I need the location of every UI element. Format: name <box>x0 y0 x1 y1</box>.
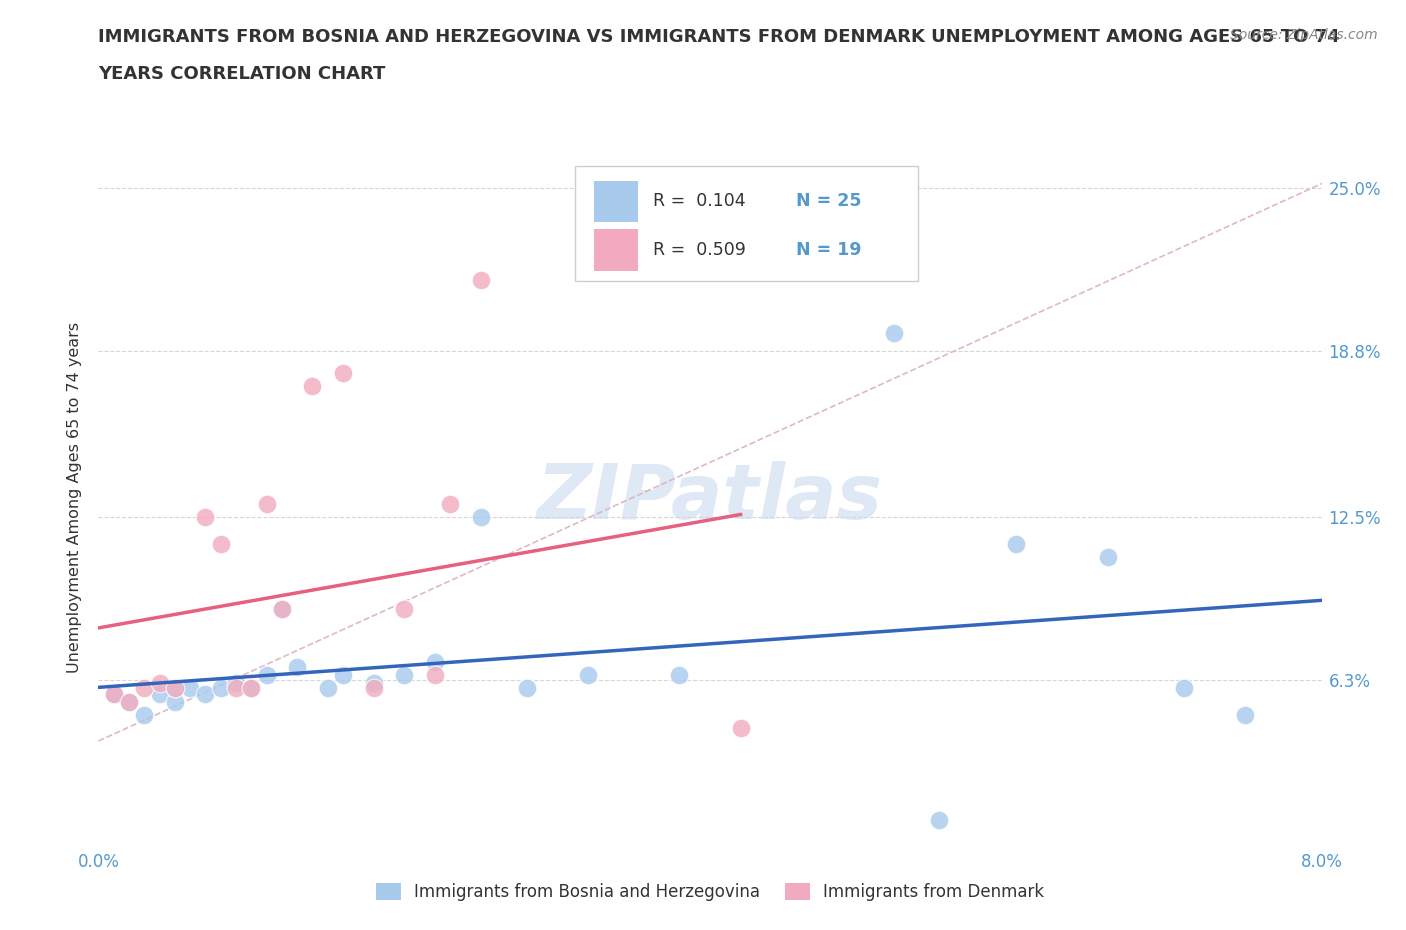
Point <box>332 668 354 683</box>
Text: N = 25: N = 25 <box>796 193 860 210</box>
Point <box>423 655 446 670</box>
Text: YEARS CORRELATION CHART: YEARS CORRELATION CHART <box>98 65 385 83</box>
Point <box>1234 707 1257 722</box>
Point <box>149 686 172 701</box>
Point <box>270 602 294 617</box>
Point <box>363 681 385 696</box>
Point <box>149 676 172 691</box>
Text: N = 19: N = 19 <box>796 241 860 259</box>
Point <box>332 365 354 380</box>
Point <box>392 668 416 683</box>
Text: R =  0.104: R = 0.104 <box>652 193 745 210</box>
Point <box>1173 681 1195 696</box>
Point <box>516 681 538 696</box>
Point <box>194 686 217 701</box>
Point <box>103 686 125 701</box>
Point <box>316 681 339 696</box>
Point <box>730 721 752 736</box>
Point <box>423 668 446 683</box>
Point <box>928 813 950 828</box>
Point <box>134 681 156 696</box>
Legend: Immigrants from Bosnia and Herzegovina, Immigrants from Denmark: Immigrants from Bosnia and Herzegovina, … <box>368 876 1052 908</box>
Text: ZIPatlas: ZIPatlas <box>537 460 883 535</box>
Point <box>470 510 492 525</box>
Point <box>285 660 308 675</box>
Point <box>256 497 278 512</box>
FancyBboxPatch shape <box>593 230 638 271</box>
Point <box>225 676 247 691</box>
Point <box>163 681 186 696</box>
Point <box>392 602 416 617</box>
Point <box>301 379 323 393</box>
Point <box>118 694 141 709</box>
Point <box>134 707 156 722</box>
Point <box>163 681 186 696</box>
Point <box>883 326 905 340</box>
Point <box>240 681 263 696</box>
FancyBboxPatch shape <box>593 180 638 221</box>
Point <box>163 694 186 709</box>
Point <box>194 510 217 525</box>
Text: R =  0.509: R = 0.509 <box>652 241 745 259</box>
Point <box>209 681 232 696</box>
Text: IMMIGRANTS FROM BOSNIA AND HERZEGOVINA VS IMMIGRANTS FROM DENMARK UNEMPLOYMENT A: IMMIGRANTS FROM BOSNIA AND HERZEGOVINA V… <box>98 28 1340 46</box>
Y-axis label: Unemployment Among Ages 65 to 74 years: Unemployment Among Ages 65 to 74 years <box>67 322 83 673</box>
Point <box>470 273 492 288</box>
Point <box>103 686 125 701</box>
Point <box>209 537 232 551</box>
Point <box>225 681 247 696</box>
Point <box>270 602 294 617</box>
Point <box>668 668 690 683</box>
Point <box>576 668 599 683</box>
Point <box>118 694 141 709</box>
Point <box>1004 537 1026 551</box>
Point <box>1097 550 1119 565</box>
Point <box>439 497 461 512</box>
Text: Source: ZipAtlas.com: Source: ZipAtlas.com <box>1230 28 1378 42</box>
Point <box>240 681 263 696</box>
Point <box>256 668 278 683</box>
Point <box>363 676 385 691</box>
FancyBboxPatch shape <box>575 166 918 282</box>
Point <box>179 681 201 696</box>
